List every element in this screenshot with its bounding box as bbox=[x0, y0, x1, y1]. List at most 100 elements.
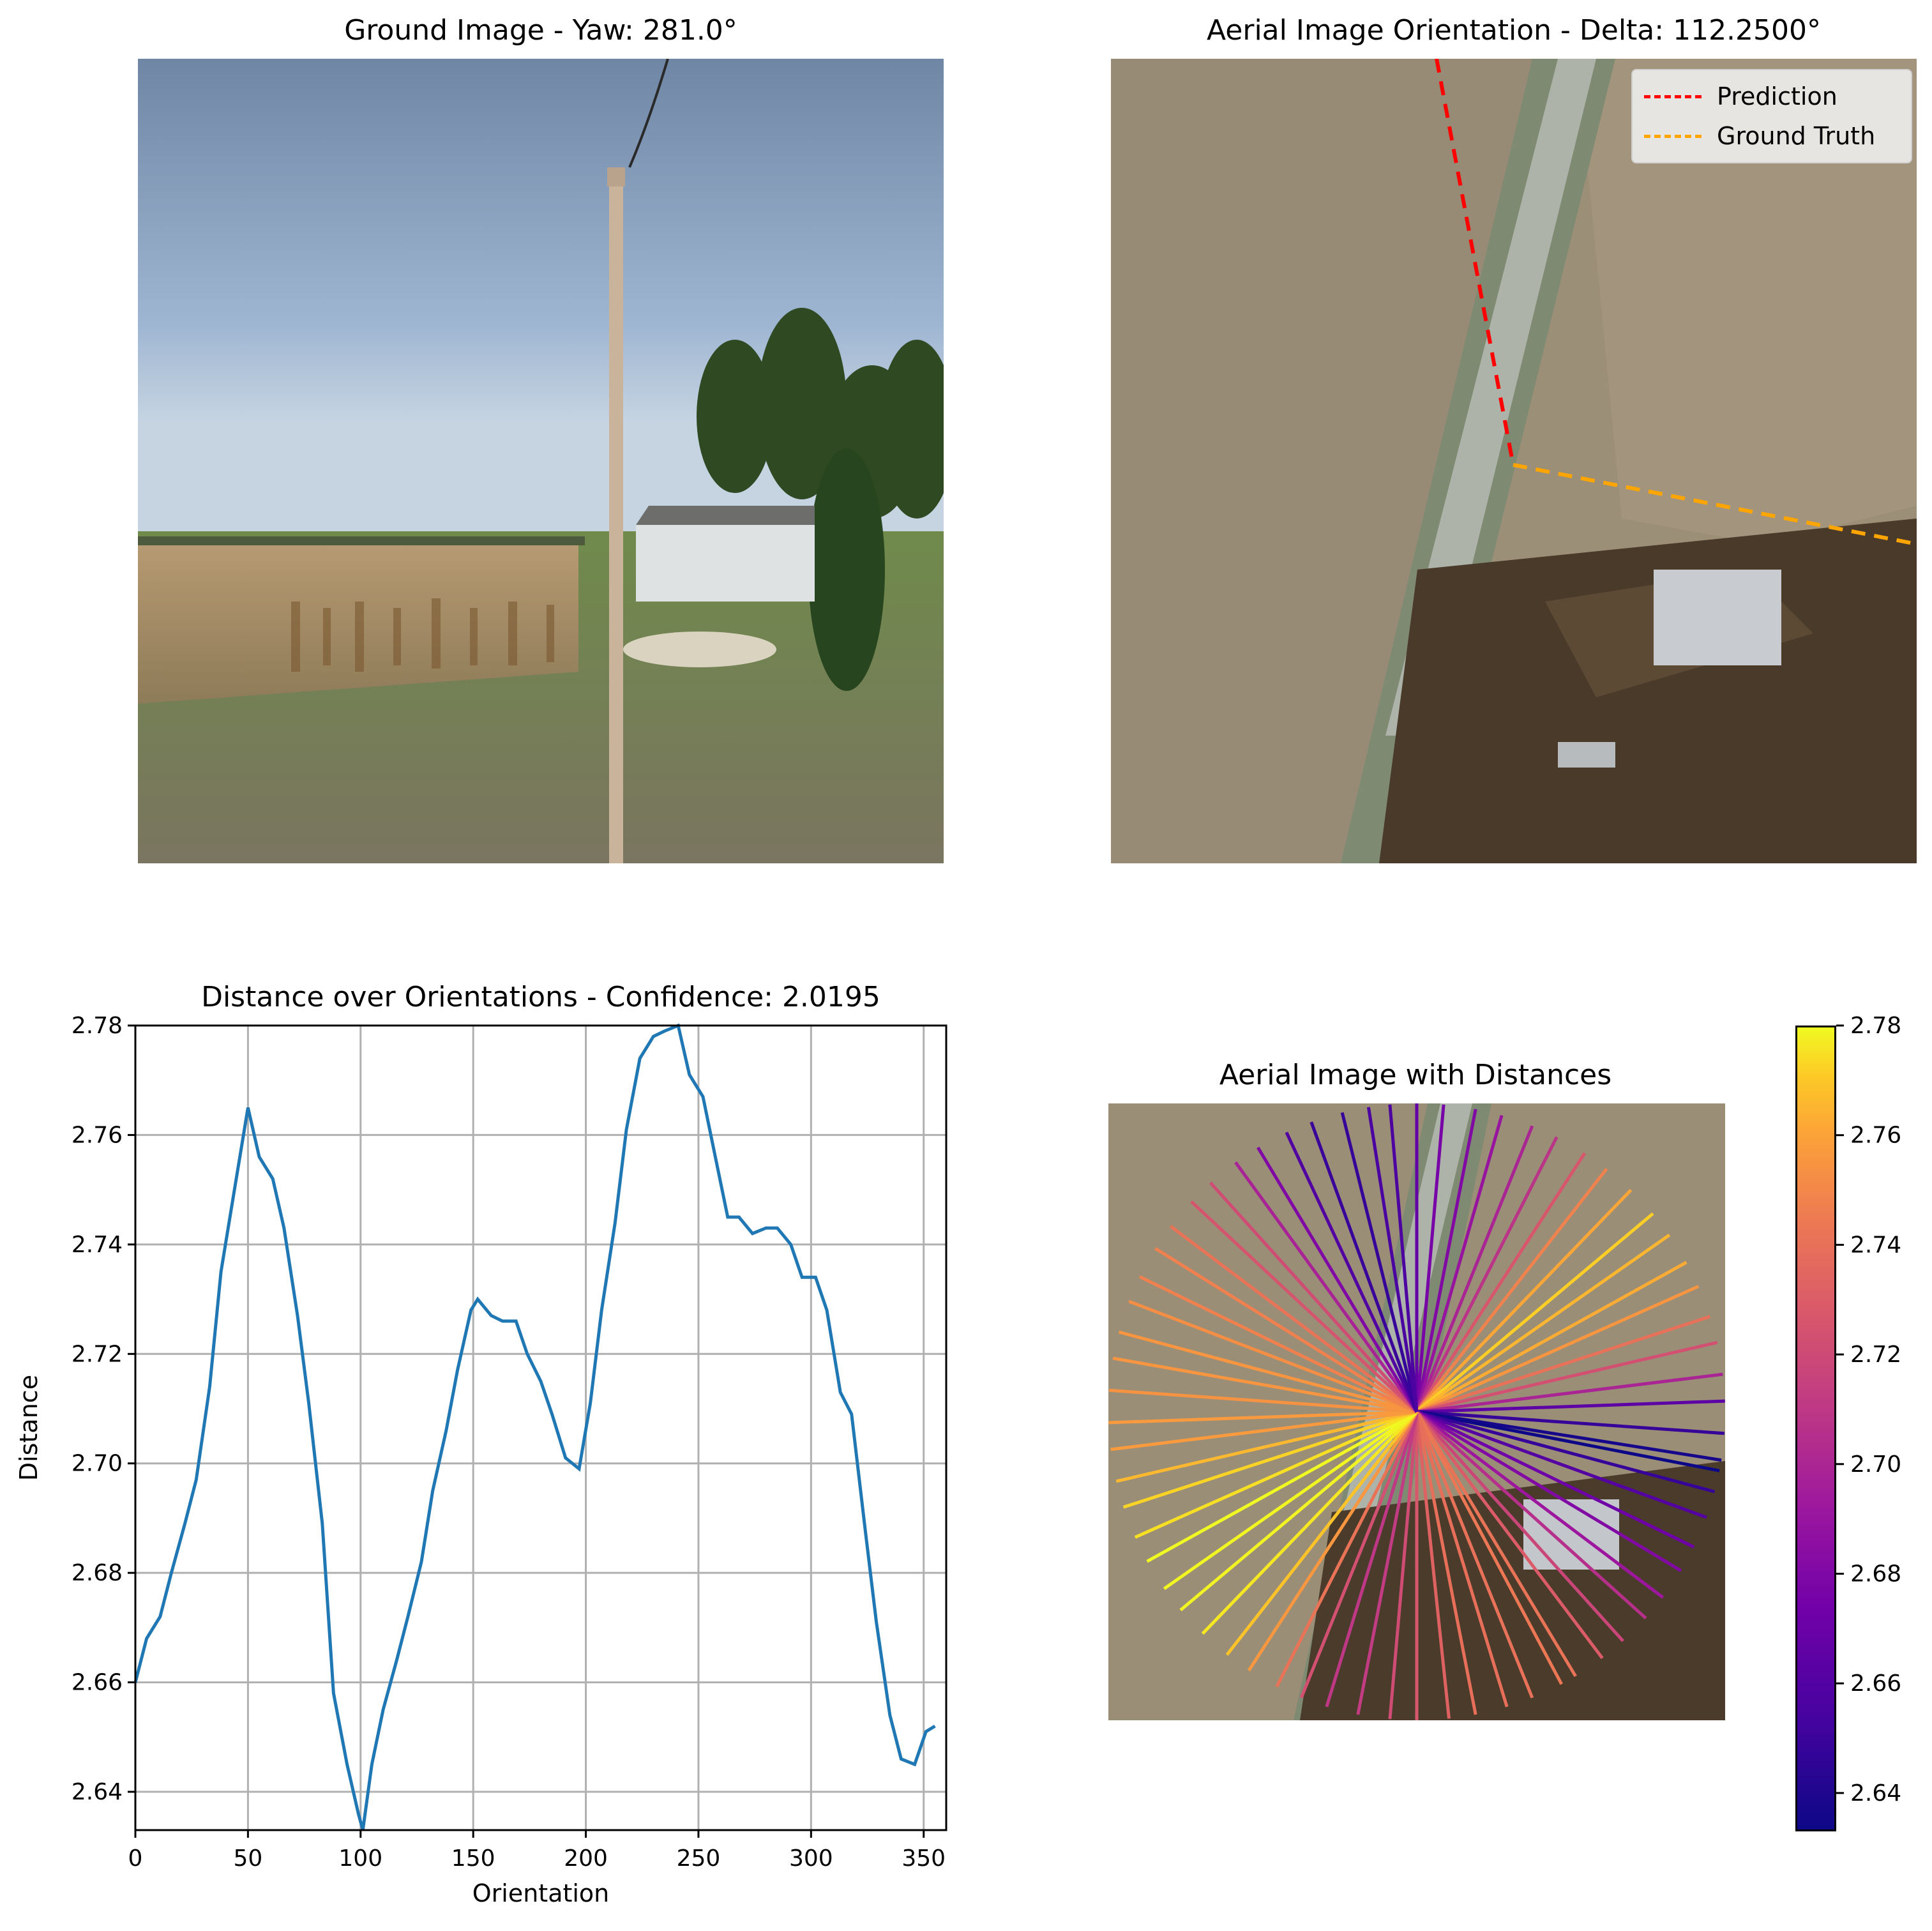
orientation-ray bbox=[1325, 1411, 1419, 1708]
orientation-ray bbox=[1247, 1411, 1419, 1672]
orientation-ray bbox=[1415, 1411, 1477, 1715]
line-chart-title: Distance over Orientations - Confidence:… bbox=[201, 981, 880, 1013]
colorbar-tick-label: 2.72 bbox=[1850, 1342, 1901, 1368]
orientation-ray bbox=[1415, 1285, 1700, 1414]
orientation-ray bbox=[1225, 1411, 1418, 1656]
x-tick-label: 300 bbox=[789, 1845, 833, 1872]
colorbar-ticks: 2.64 2.66 2.68 2.70 2.72 2.74 2.76 2.78 bbox=[1836, 1013, 1901, 1806]
orientation-ray bbox=[1415, 1261, 1687, 1414]
orientation-ray bbox=[1201, 1411, 1418, 1635]
orientation-ray bbox=[1190, 1200, 1418, 1413]
orientation-ray bbox=[1415, 1212, 1654, 1413]
y-tick-label: 2.78 bbox=[72, 1013, 123, 1039]
ground-truth-legend-swatch bbox=[1644, 134, 1702, 138]
orientation-ray bbox=[1257, 1146, 1419, 1413]
orientation-ray bbox=[1388, 1104, 1419, 1412]
orientation-ray bbox=[1415, 1411, 1564, 1685]
colorbar-tick-label: 2.78 bbox=[1850, 1013, 1901, 1039]
ground-image-title: Ground Image - Yaw: 281.0° bbox=[344, 14, 737, 47]
orientation-ray bbox=[1415, 1188, 1633, 1413]
orientation-ray bbox=[1416, 1372, 1723, 1414]
orientation-ray bbox=[1415, 1411, 1604, 1660]
orientation-ray bbox=[1299, 1411, 1419, 1699]
orientation-ray bbox=[1109, 1388, 1417, 1414]
legend-label-ground-truth: Ground Truth bbox=[1717, 122, 1876, 150]
orientation-ray bbox=[1169, 1225, 1418, 1413]
legend-item-prediction: Prediction bbox=[1644, 77, 1899, 116]
orientation-ray bbox=[1128, 1299, 1417, 1414]
y-tick-label: 2.64 bbox=[72, 1779, 123, 1805]
orientation-ray bbox=[1356, 1411, 1419, 1715]
x-tick-label: 50 bbox=[233, 1845, 262, 1872]
distance-series-line bbox=[133, 1023, 936, 1831]
x-tick-label: 150 bbox=[451, 1845, 495, 1872]
orientation-ray bbox=[1118, 1330, 1417, 1414]
x-tick-label: 200 bbox=[564, 1845, 608, 1872]
colorbar-tick-label: 2.64 bbox=[1850, 1780, 1901, 1806]
orientation-ray bbox=[1122, 1410, 1417, 1509]
orientation-ray bbox=[1415, 1233, 1671, 1414]
orientation-ray bbox=[1415, 1109, 1477, 1412]
orientation-ray bbox=[1416, 1410, 1722, 1462]
orientation-ray bbox=[1415, 1152, 1587, 1413]
orientation-ray bbox=[1416, 1410, 1720, 1473]
orientation-ray bbox=[1285, 1132, 1419, 1413]
orientation-ray bbox=[1112, 1356, 1417, 1414]
x-tick-label: 350 bbox=[902, 1845, 946, 1872]
orientation-ray bbox=[1415, 1167, 1608, 1413]
orientation-ray bbox=[1416, 1315, 1711, 1414]
legend-item-ground-truth: Ground Truth bbox=[1644, 116, 1899, 156]
aerial-orientation-title: Aerial Image Orientation - Delta: 112.25… bbox=[1206, 14, 1822, 47]
orientation-ray bbox=[1415, 1411, 1625, 1642]
orientation-ray bbox=[1340, 1112, 1419, 1412]
orientation-ray bbox=[1416, 1410, 1716, 1494]
x-axis-label: Orientation bbox=[472, 1879, 610, 1907]
colorbar bbox=[1795, 1026, 1836, 1831]
orientation-ray bbox=[1415, 1411, 1647, 1620]
orientation-ray bbox=[1416, 1399, 1725, 1414]
aerial-photo bbox=[1111, 59, 1917, 863]
orientation-ray bbox=[1366, 1107, 1419, 1412]
colorbar-tick-label: 2.74 bbox=[1850, 1232, 1901, 1258]
y-tick-label: 2.68 bbox=[72, 1560, 123, 1586]
x-tick-label: 250 bbox=[677, 1845, 721, 1872]
orientation-ray bbox=[1416, 1410, 1707, 1519]
orientation-ray bbox=[1415, 1411, 1509, 1708]
orientation-ray bbox=[1163, 1410, 1418, 1591]
orientation-ray bbox=[1415, 1104, 1445, 1412]
ground-photo bbox=[138, 59, 944, 863]
orientation-ray bbox=[1309, 1121, 1419, 1412]
orientation-ray bbox=[1415, 1411, 1577, 1677]
orientation-ray bbox=[1138, 1275, 1418, 1414]
colorbar-tick-label: 2.76 bbox=[1850, 1123, 1901, 1149]
orientation-ray bbox=[1108, 1410, 1417, 1425]
orientation-ray bbox=[1415, 1136, 1558, 1413]
orientation-ray bbox=[1415, 1125, 1534, 1412]
orientation-ray bbox=[1179, 1411, 1418, 1612]
orientation-ray bbox=[1416, 1410, 1724, 1435]
orientation-ray bbox=[1388, 1411, 1419, 1720]
orientation-ray bbox=[1416, 1340, 1718, 1414]
x-tick-label: 100 bbox=[338, 1845, 382, 1872]
y-tick-label: 2.66 bbox=[72, 1670, 123, 1696]
orientation-ray bbox=[1275, 1411, 1419, 1688]
aerial-legend: Prediction Ground Truth bbox=[1631, 69, 1912, 163]
y-tick-label: 2.70 bbox=[72, 1451, 123, 1477]
colorbar-tick-label: 2.70 bbox=[1850, 1451, 1901, 1478]
y-tick-label: 2.74 bbox=[72, 1232, 123, 1258]
legend-label-prediction: Prediction bbox=[1717, 82, 1838, 110]
orientation-ray bbox=[1146, 1410, 1418, 1563]
orientation-ray bbox=[1415, 1115, 1504, 1412]
orientation-ray bbox=[1415, 1411, 1451, 1719]
plot-frame bbox=[134, 1024, 947, 1831]
orientation-ray bbox=[1234, 1161, 1419, 1413]
orientation-ray bbox=[1154, 1246, 1418, 1414]
orientation-ray bbox=[1415, 1410, 1695, 1549]
orientation-ray bbox=[1415, 1411, 1664, 1599]
colorbar-tick-label: 2.68 bbox=[1850, 1561, 1901, 1587]
y-tick-label: 2.72 bbox=[72, 1341, 123, 1367]
y-tick-label: 2.76 bbox=[72, 1122, 123, 1148]
orientation-ray bbox=[1115, 1410, 1417, 1483]
orientation-ray bbox=[1209, 1181, 1418, 1413]
x-tick-label: 0 bbox=[128, 1845, 143, 1872]
